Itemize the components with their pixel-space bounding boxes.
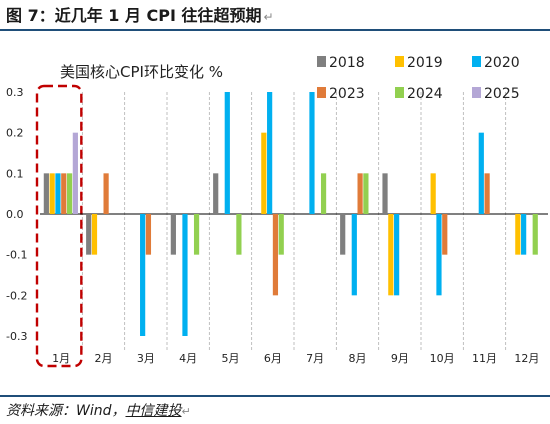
chart-title: 美国核心CPI环比变化 % xyxy=(60,63,223,81)
legend-label-2025: 2025 xyxy=(484,86,520,102)
january-highlight-box xyxy=(35,84,83,368)
paragraph-mark-icon: ↵ xyxy=(181,405,191,418)
bar-2025-1月 xyxy=(72,132,78,214)
bar-2018-5月 xyxy=(213,173,219,214)
bar-2019-1月 xyxy=(49,173,55,214)
bar-2018-2月 xyxy=(86,214,92,255)
bar-2023-8月 xyxy=(357,173,363,214)
bar-2023-1月 xyxy=(61,173,67,214)
bar-2020-10月 xyxy=(436,214,442,296)
y-tick-label: -0.3 xyxy=(6,330,27,343)
y-tick-label: 0.3 xyxy=(6,86,24,99)
legend-label-2023: 2023 xyxy=(329,86,365,102)
figure-title-text: 图 7：近几年 1 月 CPI 往往超预期 xyxy=(6,6,262,25)
x-tick-label: 1月 xyxy=(52,352,70,365)
y-tick-label: -0.1 xyxy=(6,249,27,262)
bar-2018-4月 xyxy=(170,214,176,255)
y-tick-label: 0.2 xyxy=(6,127,24,140)
legend-label-2024: 2024 xyxy=(407,86,443,102)
legend-swatch-2020 xyxy=(472,56,481,67)
bar-2023-2月 xyxy=(103,173,109,214)
bar-2020-1月 xyxy=(55,173,61,214)
x-tick-label: 9月 xyxy=(391,352,409,365)
bar-2019-6月 xyxy=(261,132,267,214)
legend-label-2020: 2020 xyxy=(484,55,520,71)
y-tick-label: -0.2 xyxy=(6,289,27,302)
y-tick-label: 0.0 xyxy=(6,208,24,221)
legend-swatch-2025 xyxy=(472,87,481,98)
x-tick-label: 6月 xyxy=(264,352,282,365)
bar-2024-5月 xyxy=(236,214,242,255)
bar-2020-5月 xyxy=(224,92,230,214)
bar-2020-6月 xyxy=(267,92,273,214)
bar-2019-12月 xyxy=(515,214,521,255)
bar-2018-8月 xyxy=(340,214,346,255)
bar-2023-10月 xyxy=(442,214,448,255)
bar-2018-9月 xyxy=(382,173,388,214)
bar-2024-12月 xyxy=(532,214,538,255)
x-tick-label: 2月 xyxy=(95,352,113,365)
bar-2020-7月 xyxy=(309,92,315,214)
figure-source: 资料来源：Wind，中信建投↵ xyxy=(6,400,191,420)
bottom-rule xyxy=(0,395,550,397)
source-org: 中信建投 xyxy=(125,403,182,419)
x-tick-label: 11月 xyxy=(472,352,497,365)
legend-label-2019: 2019 xyxy=(407,55,443,71)
bar-2020-8月 xyxy=(351,214,357,296)
x-tick-label: 7月 xyxy=(306,352,324,365)
bar-2024-6月 xyxy=(278,214,284,255)
bar-2024-1月 xyxy=(66,173,73,214)
x-tick-label: 3月 xyxy=(137,352,155,365)
bar-2019-9月 xyxy=(388,214,394,296)
bar-2023-11月 xyxy=(484,173,490,214)
legend-label-2018: 2018 xyxy=(329,55,365,71)
bar-2023-6月 xyxy=(272,214,279,296)
bar-2024-4月 xyxy=(193,214,200,255)
top-rule xyxy=(0,29,550,31)
x-tick-label: 10月 xyxy=(430,352,455,365)
bar-2020-4月 xyxy=(182,214,188,336)
paragraph-mark-icon: ↵ xyxy=(263,10,274,24)
figure-title: 图 7：近几年 1 月 CPI 往往超预期 ↵ xyxy=(6,2,274,26)
x-tick-label: 5月 xyxy=(222,352,240,365)
bar-2020-12月 xyxy=(521,214,527,255)
legend-swatch-2023 xyxy=(317,87,326,98)
x-tick-label: 8月 xyxy=(349,352,367,365)
bar-2020-9月 xyxy=(394,214,400,296)
bar-2024-7月 xyxy=(320,173,327,214)
bar-2023-3月 xyxy=(145,214,152,255)
bar-2019-10月 xyxy=(430,173,436,214)
bar-2020-3月 xyxy=(140,214,146,336)
legend-swatch-2018 xyxy=(317,56,326,67)
bar-2024-8月 xyxy=(363,173,369,214)
x-tick-label: 4月 xyxy=(179,352,197,365)
bar-2018-1月 xyxy=(43,173,49,214)
bar-2020-11月 xyxy=(478,132,484,214)
y-tick-label: 0.1 xyxy=(6,167,24,180)
source-prefix: 资料来源：Wind， xyxy=(6,403,126,419)
bar-2019-2月 xyxy=(91,214,98,255)
legend-swatch-2019 xyxy=(395,56,404,67)
x-tick-label: 12月 xyxy=(514,352,539,365)
legend-swatch-2024 xyxy=(395,87,404,98)
